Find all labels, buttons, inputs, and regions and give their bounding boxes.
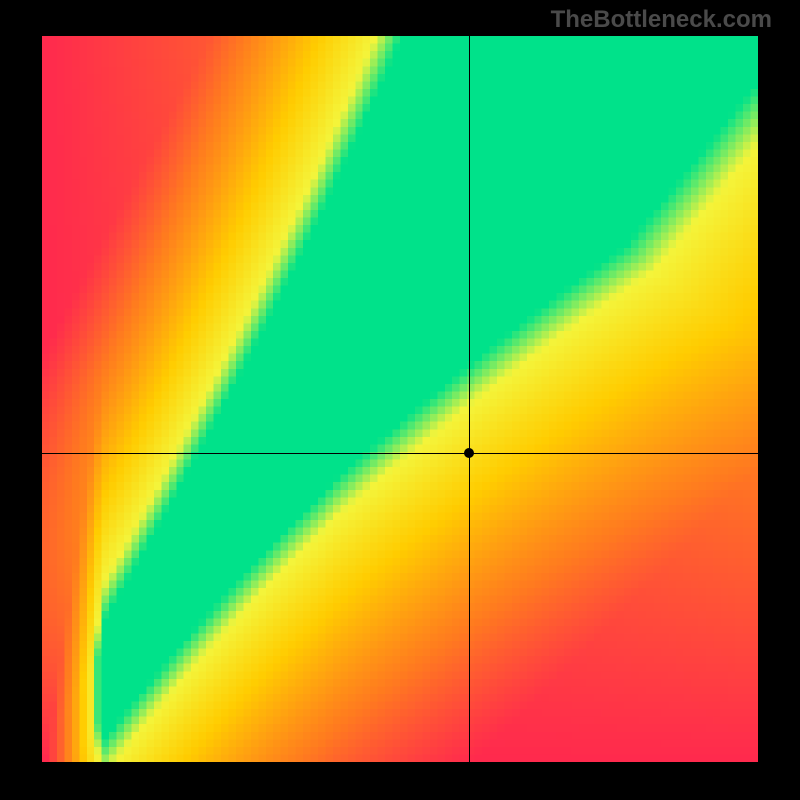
- watermark-text: TheBottleneck.com: [551, 6, 772, 34]
- bottleneck-heatmap: [42, 36, 758, 762]
- crosshair-horizontal: [42, 453, 758, 454]
- chart-container: { "watermark": { "text": "TheBottleneck.…: [0, 0, 800, 800]
- crosshair-vertical: [469, 36, 470, 762]
- selection-marker: [464, 448, 474, 458]
